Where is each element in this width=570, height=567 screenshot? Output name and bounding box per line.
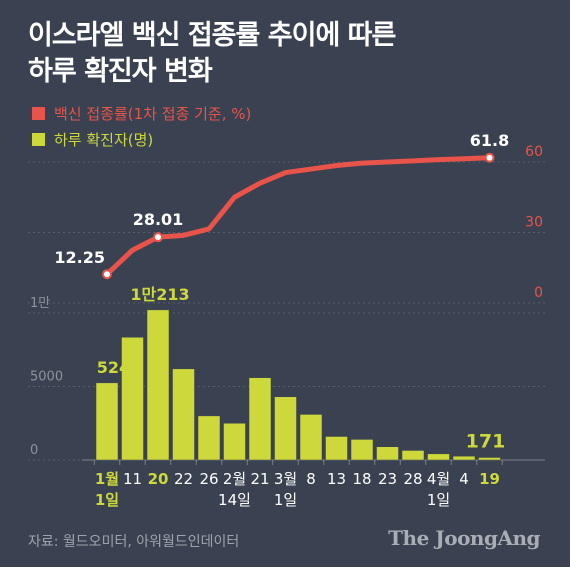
- chart-title-line-1: 이스라엘 백신 접종률 추이에 따른: [28, 20, 396, 51]
- chart-title: 이스라엘 백신 접종률 추이에 따른 하루 확진자 변화: [28, 18, 548, 90]
- bar-axis-tick-label: 5000: [30, 370, 63, 385]
- x-tick-label: 4월: [427, 470, 450, 488]
- x-tick-label: 13: [327, 470, 346, 488]
- bar-daily-cases: [376, 446, 399, 461]
- x-tick-label-line-2: 14일: [218, 491, 251, 509]
- bar-daily-cases: [146, 309, 170, 461]
- x-tick-label: 8: [306, 470, 316, 488]
- bar-data-label: 171: [466, 430, 506, 452]
- bar-daily-cases: [274, 396, 297, 461]
- x-tick-label: 11: [123, 470, 142, 488]
- bar-daily-cases: [121, 337, 144, 461]
- x-tick-label: 1월: [95, 470, 119, 488]
- bar-daily-cases: [223, 423, 246, 461]
- line-axis-tick-label: 30: [525, 215, 543, 231]
- bar-daily-cases: [172, 368, 195, 461]
- x-tick-label-line-2: 1일: [274, 491, 297, 509]
- bar-data-label: 5248: [97, 358, 142, 377]
- line-axis-tick-label: 60: [525, 144, 543, 160]
- x-tick-label: 22: [174, 470, 193, 488]
- line-series-vaccination-rate: [102, 152, 495, 280]
- x-tick-label: 23: [378, 470, 397, 488]
- line-data-label: 61.8: [470, 131, 509, 150]
- bar-axis-tick-label: 0: [30, 443, 38, 458]
- bar-daily-cases: [452, 455, 476, 461]
- line-point-marker: [102, 269, 112, 280]
- x-tick-label: 19: [479, 470, 500, 488]
- line-axis-tick-label: 0: [534, 285, 543, 301]
- bar-daily-cases: [299, 414, 323, 461]
- legend-daily-cases: 하루 확진자(명): [32, 128, 153, 150]
- legend-vaccination-rate: 백신 접종률(1차 접종 기준, %): [32, 102, 251, 124]
- bar-axis-tick-label: 1만: [30, 296, 50, 311]
- bar-daily-cases: [350, 439, 374, 461]
- bar-daily-cases: [325, 436, 348, 461]
- line-point-marker: [153, 232, 163, 243]
- x-tick-label-line-2: 1일: [427, 491, 450, 509]
- bar-series-daily-cases: [95, 309, 501, 461]
- x-tick-label: 18: [352, 470, 371, 488]
- x-tick-label-line-2: 1일: [95, 491, 119, 509]
- chart-title-line-2: 하루 확진자 변화: [28, 56, 213, 87]
- vaccination-rate-line: [104, 155, 492, 277]
- bar-daily-cases: [478, 457, 501, 461]
- bar-daily-cases: [95, 382, 119, 461]
- line-point-marker: [484, 152, 495, 163]
- x-tick-label: 4: [459, 470, 469, 488]
- x-tick-label: 3월: [274, 470, 297, 488]
- legend-swatch-red: [32, 106, 45, 120]
- x-tick-label: 21: [250, 470, 269, 488]
- line-data-label: 12.25: [54, 248, 105, 267]
- x-tick-label: 20: [148, 470, 169, 488]
- legend-label-vaccination-rate: 백신 접종률(1차 접종 기준, %): [54, 104, 252, 123]
- publisher-logo: The JoongAng: [388, 526, 540, 550]
- bar-daily-cases: [401, 450, 425, 461]
- line-data-label: 28.01: [133, 210, 184, 229]
- bar-daily-cases: [248, 377, 272, 461]
- x-tick-label: 26: [199, 470, 218, 488]
- chart-labels: 0 5000 1만 0 30 60 12.25 28.01 61.8 5248 1만213 171 1월…: [30, 131, 543, 509]
- legend-swatch-yellow: [32, 132, 45, 146]
- legend-label-daily-cases: 하루 확진자(명): [54, 130, 154, 149]
- bar-data-label: 1만213: [130, 285, 189, 304]
- x-tick-label: 28: [403, 470, 422, 488]
- x-tick-label: 2월: [223, 470, 246, 488]
- bar-daily-cases: [197, 415, 221, 461]
- bar-daily-cases: [427, 453, 450, 461]
- source-note: 자료: 월드오미터, 아워월드인데이터: [28, 534, 240, 550]
